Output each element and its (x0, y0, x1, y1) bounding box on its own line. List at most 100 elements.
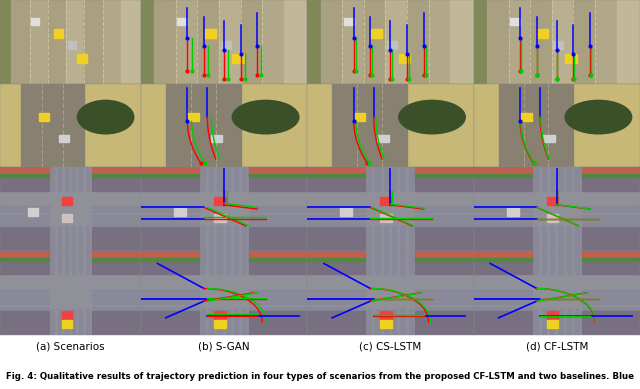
Bar (474, 290, 532, 292)
Bar (582, 223, 640, 225)
Bar (226, 167, 230, 191)
Bar (234, 167, 238, 191)
Bar (384, 167, 388, 191)
Bar (92, 251, 141, 258)
Bar (380, 311, 392, 319)
Bar (226, 310, 230, 335)
Bar (380, 196, 392, 205)
Bar (0, 223, 49, 225)
Bar (141, 191, 307, 226)
Bar (51, 310, 54, 335)
Bar (92, 210, 141, 212)
Bar (474, 251, 532, 274)
Bar (547, 196, 559, 205)
Bar (582, 251, 640, 274)
Bar (307, 219, 365, 221)
Bar (218, 251, 221, 274)
Bar (249, 174, 307, 177)
Bar (415, 294, 474, 296)
Bar (474, 311, 532, 335)
Bar (530, 0, 552, 84)
Bar (307, 311, 365, 335)
Bar (307, 0, 321, 84)
Bar (542, 310, 546, 335)
Bar (92, 302, 141, 305)
Bar (550, 226, 554, 251)
Bar (554, 41, 563, 49)
Bar (415, 302, 474, 305)
Circle shape (399, 100, 465, 134)
Bar (72, 167, 76, 191)
Bar (474, 174, 532, 177)
Bar (474, 167, 532, 174)
Bar (249, 167, 307, 174)
Bar (92, 290, 141, 292)
Bar (520, 113, 532, 121)
Bar (582, 251, 640, 258)
Text: (b) S-GAN: (b) S-GAN (198, 342, 250, 352)
Bar (65, 251, 68, 274)
Bar (542, 167, 546, 191)
Bar (92, 174, 141, 177)
Bar (79, 167, 83, 191)
Bar (401, 226, 404, 251)
Bar (58, 251, 61, 274)
Bar (218, 167, 221, 191)
Bar (243, 251, 246, 274)
Bar (49, 251, 92, 335)
Bar (201, 226, 205, 251)
Bar (0, 258, 49, 261)
Bar (249, 290, 307, 292)
Bar (141, 167, 199, 174)
Bar (0, 251, 49, 274)
Bar (214, 214, 226, 222)
Bar (415, 258, 474, 261)
Bar (79, 251, 83, 274)
Bar (92, 228, 141, 251)
Bar (92, 258, 141, 261)
Bar (409, 167, 413, 191)
Bar (141, 251, 199, 258)
Bar (0, 167, 49, 191)
Bar (380, 214, 392, 222)
Bar (209, 167, 213, 191)
Bar (62, 320, 72, 328)
Bar (0, 219, 49, 221)
Bar (415, 228, 474, 251)
Bar (392, 167, 396, 191)
Bar (409, 226, 413, 251)
Bar (141, 298, 199, 300)
Bar (249, 206, 307, 208)
Bar (367, 226, 371, 251)
Bar (92, 307, 141, 308)
Bar (509, 0, 530, 84)
Bar (219, 0, 241, 84)
Bar (401, 167, 404, 191)
Bar (407, 0, 429, 84)
Text: (d) CF-LSTM: (d) CF-LSTM (525, 342, 588, 352)
Bar (409, 310, 413, 335)
Bar (0, 167, 49, 174)
Bar (214, 196, 226, 205)
Bar (534, 310, 538, 335)
Bar (559, 251, 563, 274)
Bar (582, 167, 640, 191)
Bar (582, 311, 640, 335)
Bar (474, 307, 532, 308)
Bar (92, 311, 141, 335)
Bar (376, 226, 380, 251)
Bar (65, 167, 68, 191)
Bar (534, 251, 538, 274)
Bar (249, 251, 307, 274)
Bar (21, 84, 84, 167)
Bar (0, 206, 49, 208)
Bar (241, 0, 262, 84)
Bar (218, 310, 221, 335)
Bar (367, 251, 371, 274)
Bar (474, 210, 532, 212)
Text: Fig. 4: Qualitative results of trajectory prediction in four types of scenarios : Fig. 4: Qualitative results of trajector… (6, 372, 634, 381)
Bar (550, 167, 554, 191)
Bar (550, 310, 554, 335)
Bar (234, 310, 238, 335)
Bar (141, 251, 199, 274)
